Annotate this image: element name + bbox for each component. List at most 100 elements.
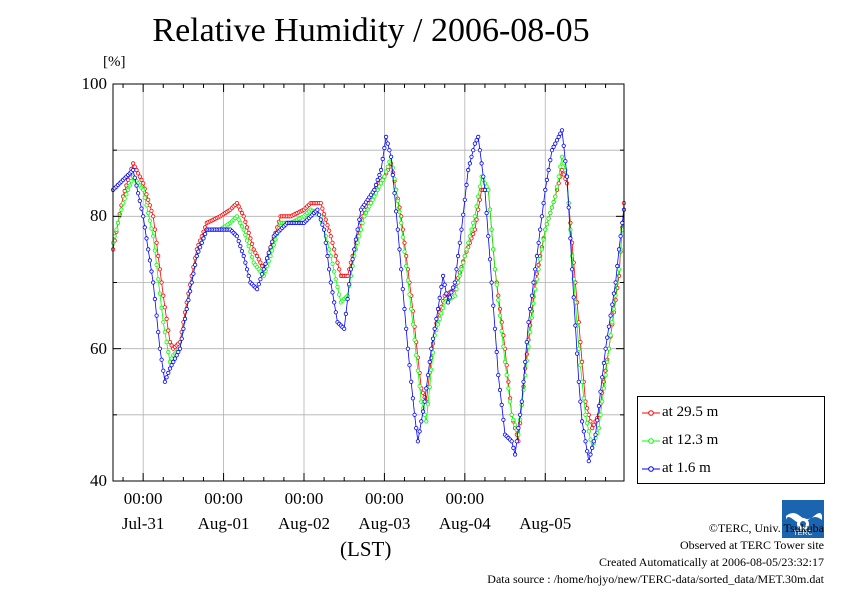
data-point: [342, 326, 347, 331]
data-point: [601, 360, 607, 366]
data-point: [390, 165, 395, 170]
data-point: [399, 267, 404, 272]
data-point: [358, 227, 364, 232]
data-point: [440, 273, 446, 278]
data-point: [238, 244, 243, 249]
data-point: [576, 320, 581, 325]
data-point: [502, 359, 508, 364]
chart-title: Relative Humidity / 2006-08-05: [152, 12, 590, 49]
data-point: [486, 187, 491, 192]
data-point: [387, 159, 392, 164]
data-point: [243, 260, 248, 265]
data-point: [156, 253, 161, 259]
data-point: [529, 315, 535, 320]
data-point: [437, 295, 442, 300]
x-tick-time: 00:00: [123, 489, 163, 508]
data-point: [576, 346, 581, 351]
data-point: [122, 188, 127, 194]
data-point: [477, 197, 482, 202]
data-point: [526, 344, 531, 349]
data-point: [159, 305, 164, 310]
series-at-29-5-m: [110, 161, 627, 444]
data-point: [512, 422, 518, 427]
data-point: [440, 305, 446, 310]
data-point: [603, 346, 608, 351]
data-point: [588, 452, 593, 457]
data-point: [558, 164, 563, 169]
data-point: [581, 429, 586, 434]
x-tick-time: 00:00: [284, 489, 324, 508]
data-point: [474, 217, 479, 222]
data-point: [494, 282, 499, 287]
data-point: [484, 184, 489, 189]
data-point: [372, 187, 377, 192]
data-point: [250, 241, 255, 246]
data-point: [586, 458, 591, 464]
data-point: [534, 277, 540, 282]
data-point: [583, 412, 588, 417]
data-point: [373, 191, 379, 196]
data-point: [393, 209, 399, 214]
data-point: [164, 316, 169, 321]
data-point: [568, 236, 573, 241]
data-point: [579, 359, 585, 364]
data-point: [337, 267, 342, 272]
data-point: [586, 429, 591, 434]
data-point: [507, 399, 513, 404]
data-point: [519, 399, 524, 404]
data-point: [497, 387, 503, 393]
data-point: [541, 201, 546, 206]
data-point: [499, 328, 504, 334]
data-point: [345, 296, 350, 302]
data-point: [584, 449, 590, 454]
data-point: [534, 253, 540, 259]
data-point: [457, 273, 462, 278]
data-point: [409, 306, 414, 312]
data-point: [378, 181, 384, 186]
data-point: [330, 240, 335, 245]
data-point: [251, 247, 256, 252]
data-point: [328, 253, 333, 259]
data-point: [243, 233, 248, 238]
data-point: [263, 261, 268, 266]
data-point: [144, 192, 149, 197]
data-point: [494, 349, 499, 355]
data-point: [172, 356, 178, 361]
data-point: [388, 154, 394, 159]
data-point: [326, 267, 332, 272]
data-point: [333, 253, 338, 259]
data-point: [246, 230, 251, 235]
data-point: [159, 280, 164, 285]
data-point: [429, 367, 434, 372]
data-point: [375, 187, 380, 192]
data-point: [154, 262, 159, 267]
data-point: [161, 368, 166, 373]
data-point: [484, 210, 489, 216]
data-point: [255, 286, 260, 292]
data-point: [444, 291, 449, 296]
series-at-1-6-m: [110, 128, 627, 464]
data-point: [404, 263, 409, 269]
data-point: [377, 184, 382, 189]
data-point: [544, 222, 550, 227]
data-point: [538, 227, 543, 232]
data-point: [392, 191, 397, 196]
data-point: [501, 344, 506, 349]
data-point: [578, 363, 583, 368]
data-point: [141, 187, 146, 192]
data-point: [316, 212, 322, 217]
data-point: [415, 368, 420, 373]
legend: at 29.5 m at 12.3 m at 1.6 m: [637, 396, 825, 484]
data-point: [487, 207, 493, 212]
data-point: [591, 422, 596, 427]
data-point: [273, 237, 278, 242]
data-point: [321, 227, 327, 232]
data-point: [167, 339, 173, 345]
data-point: [546, 216, 551, 221]
data-point: [191, 271, 196, 276]
data-point: [600, 399, 605, 404]
data-point: [236, 204, 241, 209]
data-point: [236, 217, 241, 222]
data-point: [256, 257, 261, 262]
